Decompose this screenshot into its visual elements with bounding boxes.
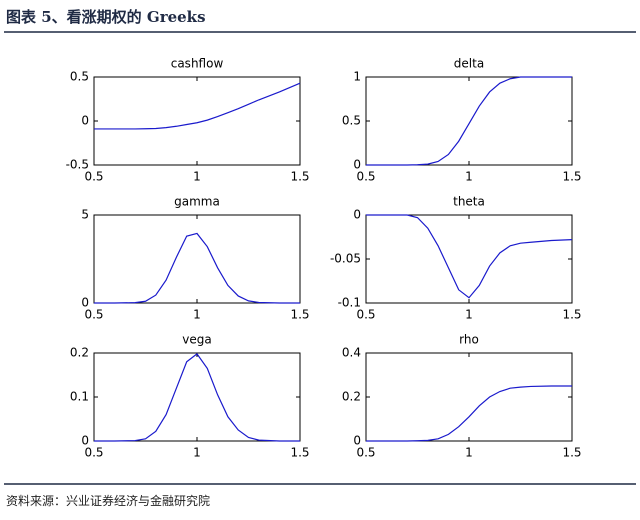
curve — [94, 82, 301, 130]
x-tick-label: 0.5 — [84, 170, 103, 184]
y-tick-label: 0 — [81, 114, 89, 128]
x-tick-label: 1 — [193, 170, 201, 184]
plot-frame — [365, 352, 573, 442]
y-tick-label: 5 — [81, 208, 89, 222]
x-tick-label: 1.5 — [562, 446, 581, 460]
y-tick-label: 0 — [81, 296, 89, 310]
x-tick-label: 1 — [193, 446, 201, 460]
footer-source: 资料来源：兴业证券经济与金融研究院 — [6, 494, 211, 508]
x-tick-label: 1.5 — [290, 170, 309, 184]
x-tick-label: 1 — [465, 446, 473, 460]
y-tick-label: 0.5 — [342, 114, 361, 128]
y-tick-label: 1 — [353, 70, 361, 84]
curve — [94, 232, 300, 304]
chart-title: cashflow — [171, 57, 224, 71]
x-tick-label: 0.5 — [356, 446, 375, 460]
y-tick-label: 0 — [81, 434, 89, 448]
y-tick-label: -0.5 — [66, 158, 89, 172]
y-tick-label: 0 — [353, 208, 361, 222]
x-tick-label: 1.5 — [562, 170, 581, 184]
curve — [94, 353, 300, 442]
x-tick-label: 0.5 — [356, 308, 375, 322]
x-tick-label: 0.5 — [356, 170, 375, 184]
curve — [366, 214, 573, 299]
chart-title: gamma — [174, 195, 220, 209]
header-title: 图表 5、看涨期权的 Greeks — [6, 8, 206, 26]
y-tick-label: 0 — [353, 158, 361, 172]
plot-frame — [93, 76, 301, 166]
chart-title: rho — [459, 333, 479, 347]
y-tick-label: 0.2 — [342, 390, 361, 404]
y-tick-label: -0.05 — [330, 252, 361, 266]
x-tick-label: 1.5 — [290, 308, 309, 322]
plot-frame — [365, 214, 573, 304]
y-tick-label: 0.4 — [342, 346, 361, 360]
x-tick-label: 0.5 — [84, 446, 103, 460]
y-tick-label: 0 — [353, 434, 361, 448]
chart-title: vega — [182, 333, 211, 347]
plot-frame — [93, 352, 301, 442]
y-tick-label: 0.2 — [70, 346, 89, 360]
x-tick-label: 1.5 — [562, 308, 581, 322]
plot-frame — [365, 76, 573, 166]
chart-title: delta — [454, 57, 484, 71]
curve — [366, 76, 572, 166]
x-tick-label: 1.5 — [290, 446, 309, 460]
x-tick-label: 0.5 — [84, 308, 103, 322]
x-tick-label: 1 — [465, 308, 473, 322]
x-tick-label: 1 — [193, 308, 201, 322]
plot-frame — [93, 214, 301, 304]
y-tick-label: 0.1 — [70, 390, 89, 404]
y-tick-label: -0.1 — [338, 296, 361, 310]
chart-title: theta — [453, 195, 485, 209]
y-tick-label: 0.5 — [70, 70, 89, 84]
curve — [366, 385, 572, 442]
x-tick-label: 1 — [465, 170, 473, 184]
